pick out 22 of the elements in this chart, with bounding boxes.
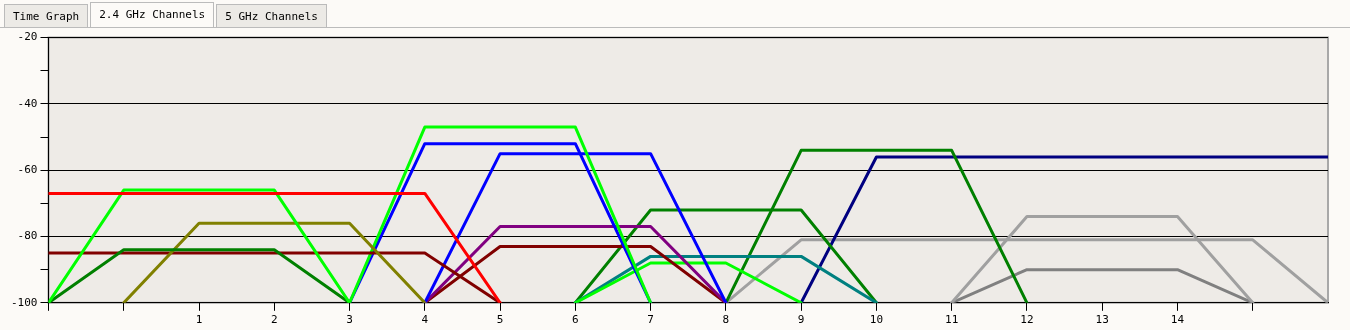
x-tick-label: 10 — [869, 313, 884, 327]
x-tick-label: 14 — [1170, 313, 1185, 327]
x-tick-label: 1 — [195, 313, 203, 327]
y-tick-label: -40 — [17, 96, 38, 110]
y-tick-label: -20 — [17, 30, 38, 44]
x-tick-label: 12 — [1020, 313, 1034, 327]
x-tick-label: 13 — [1095, 313, 1109, 327]
text: Time Graph — [4, 4, 89, 27]
text: 5 GHz Channels — [216, 4, 327, 27]
x-tick-label: 6 — [572, 313, 579, 327]
x-tick-label: 8 — [722, 313, 730, 327]
text: 2.4 GHz Channels — [90, 2, 215, 27]
x-tick-label: 5 — [496, 313, 504, 327]
y-tick-label: -60 — [17, 163, 38, 177]
x-tick-label: 11 — [945, 313, 959, 327]
y-tick-label: -100 — [10, 295, 38, 309]
x-tick-label: 7 — [647, 313, 654, 327]
y-tick-label: -80 — [17, 229, 38, 243]
x-tick-label: 4 — [421, 313, 429, 327]
x-tick-label: 2 — [270, 313, 278, 327]
x-tick-label: 3 — [346, 313, 353, 327]
x-tick-label: 9 — [797, 313, 805, 327]
